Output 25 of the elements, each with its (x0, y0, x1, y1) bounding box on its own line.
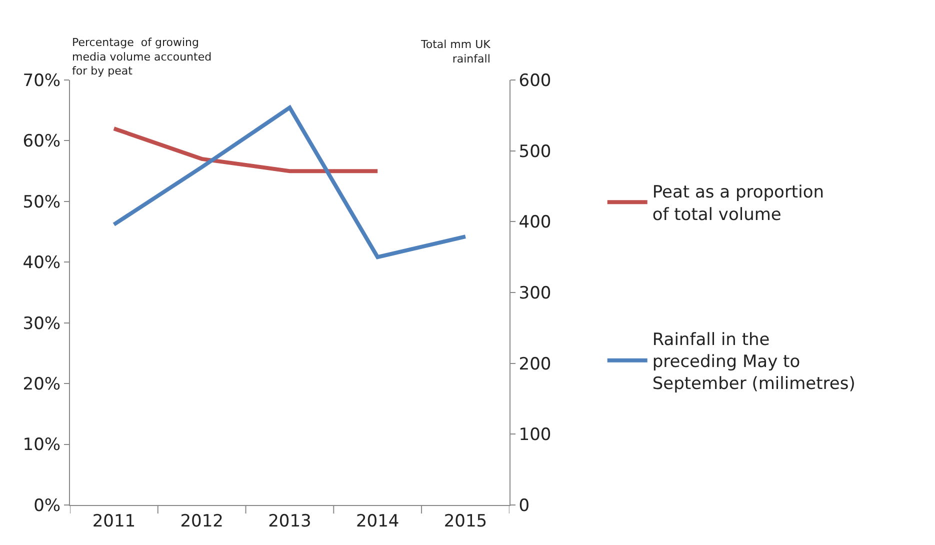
y2-tick-label: 500 (518, 142, 552, 162)
x-tick-label: 2014 (356, 511, 400, 532)
y2-tick-label: 600 (518, 70, 552, 91)
y2-tick-label: 300 (518, 283, 552, 304)
y2-tick-label: 400 (518, 212, 552, 233)
line-series (112, 106, 468, 260)
x-tick-label: 2011 (92, 511, 136, 532)
y2-tick-label: 0 (518, 496, 530, 516)
y-axis-title: Percentage of growing media volume accounted for by peat (72, 36, 212, 78)
y-tick-label: 40% (22, 253, 61, 274)
y2-tick-label: 200 (518, 354, 552, 374)
x-tick-label: 2015 (444, 511, 488, 532)
x-tick-label: 2012 (180, 511, 224, 532)
y-tick-label: 50% (22, 192, 61, 212)
y-tick-label: 0% (34, 496, 61, 516)
y-tick-label: 60% (22, 132, 61, 152)
legend-label: Peat as a proportion of total volume (652, 182, 824, 225)
x-tick-label: 2013 (268, 511, 312, 532)
y2-tick-label: 100 (518, 425, 552, 446)
y-tick-label: 30% (22, 314, 61, 334)
y-tick-label: 10% (22, 435, 61, 456)
legend-label: Rainfall in the preceding May to September (milimetres) (652, 330, 856, 394)
y-tick-label: 20% (22, 374, 61, 395)
y-tick-label: 70% (22, 70, 61, 91)
y2-axis-title: Total mm UK rainfall (420, 38, 492, 66)
